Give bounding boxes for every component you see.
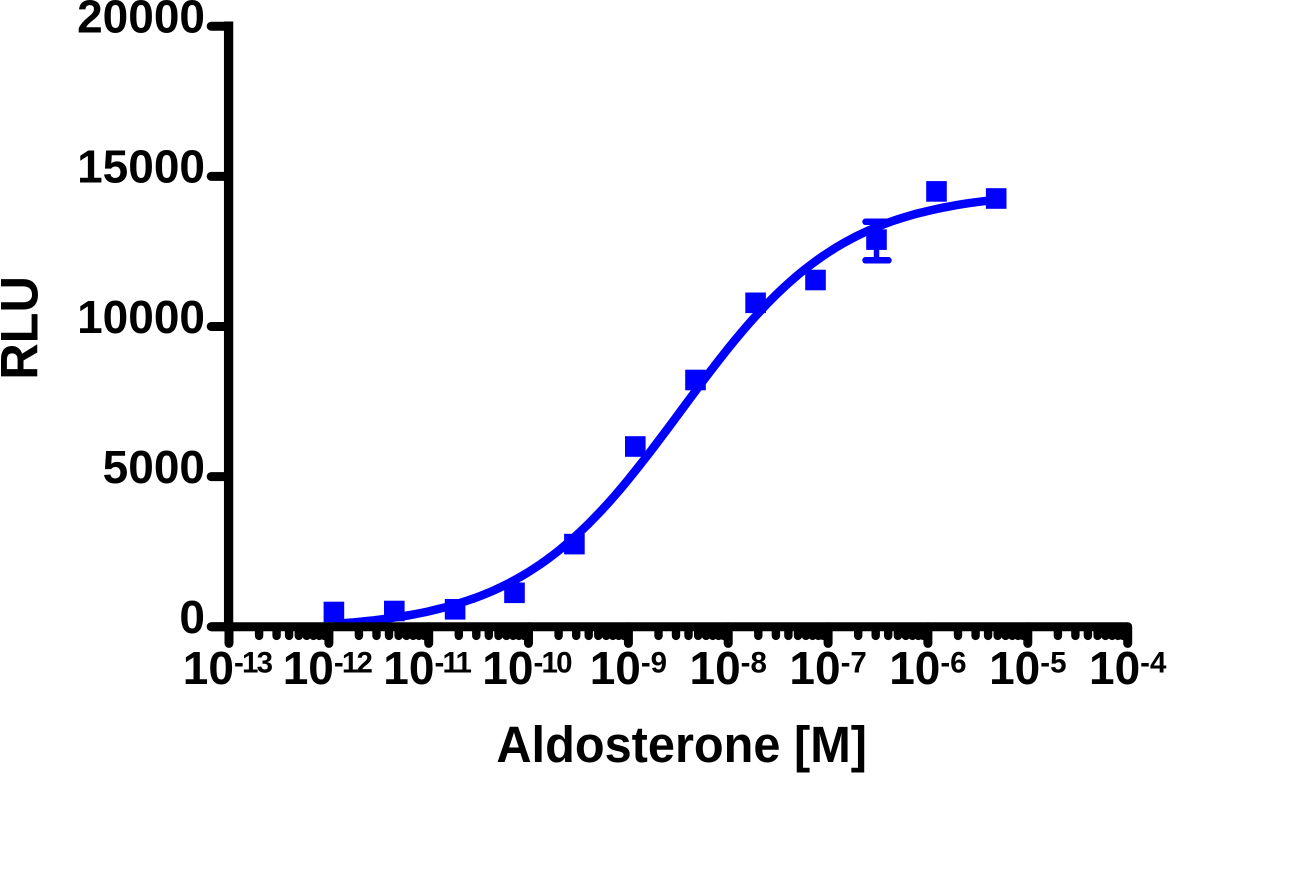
svg-text:0: 0 — [179, 591, 205, 643]
svg-text:10-10: 10-10 — [482, 642, 572, 694]
svg-text:10-12: 10-12 — [283, 642, 373, 694]
svg-text:5000: 5000 — [103, 441, 205, 493]
svg-text:10-7: 10-7 — [789, 642, 866, 694]
svg-text:Aldosterone [M]: Aldosterone [M] — [496, 716, 867, 773]
svg-text:10-6: 10-6 — [889, 642, 966, 694]
svg-text:RLU: RLU — [0, 276, 49, 380]
svg-text:20000: 20000 — [77, 0, 205, 43]
svg-text:10-9: 10-9 — [590, 642, 667, 694]
svg-text:10000: 10000 — [77, 291, 205, 343]
svg-text:10-8: 10-8 — [689, 642, 766, 694]
svg-text:10-5: 10-5 — [989, 642, 1066, 694]
svg-text:10-11: 10-11 — [383, 642, 471, 694]
svg-text:15000: 15000 — [77, 141, 205, 193]
svg-text:10-13: 10-13 — [183, 642, 273, 694]
svg-text:10-4: 10-4 — [1089, 642, 1167, 694]
